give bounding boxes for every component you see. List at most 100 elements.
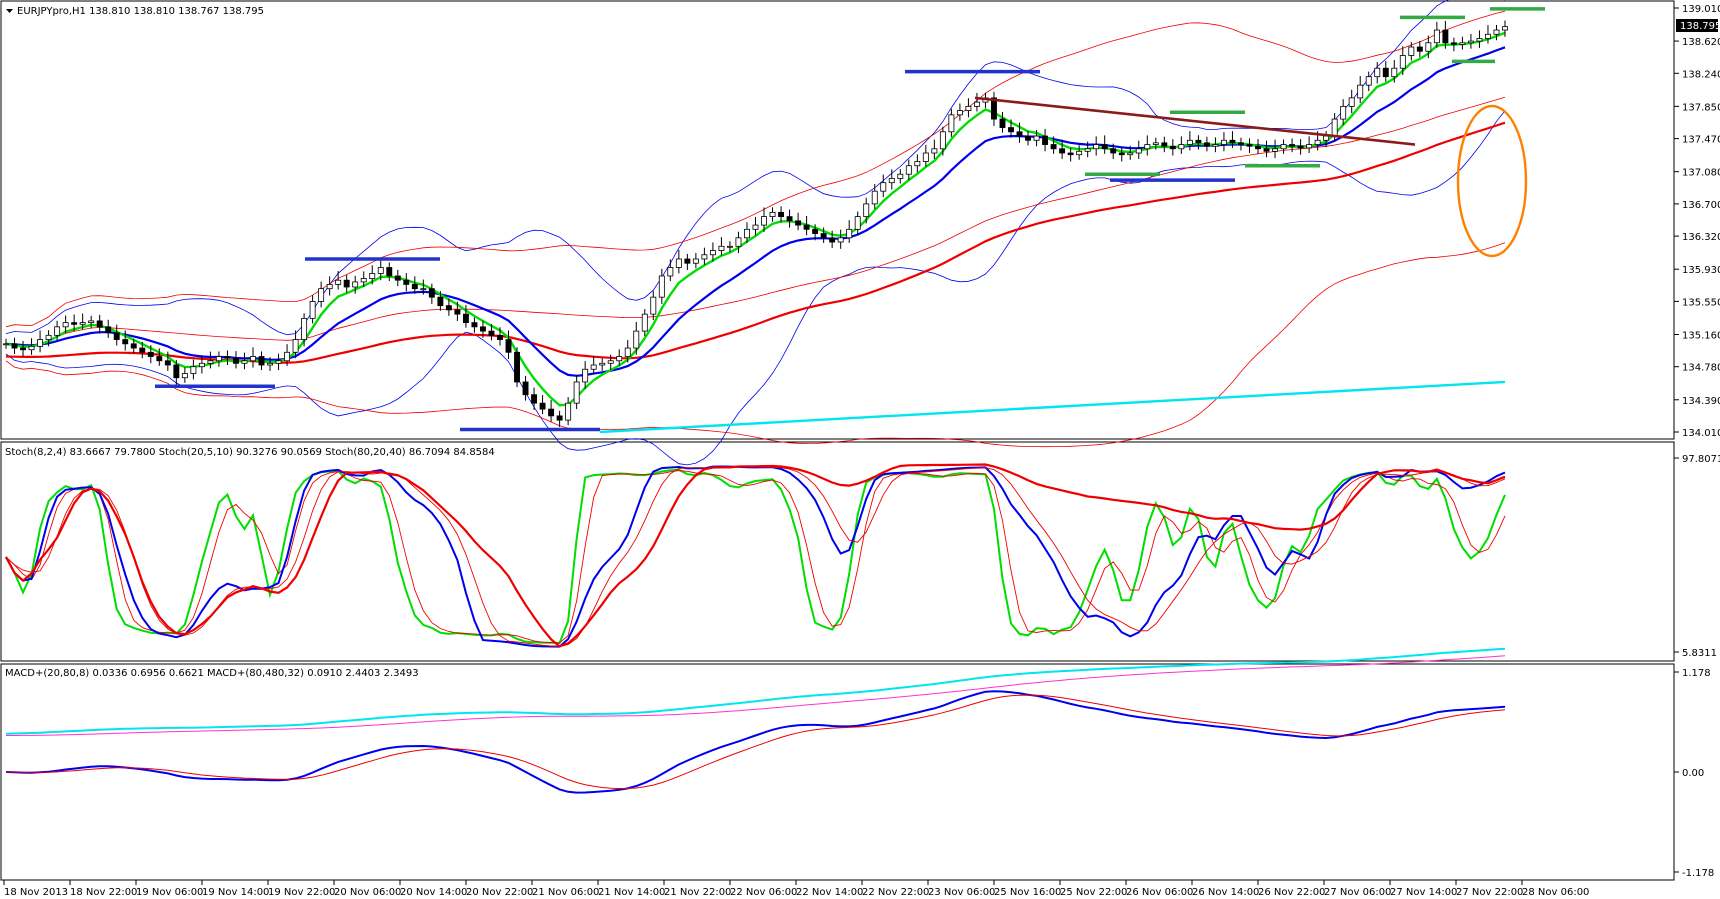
candle-body <box>394 275 401 281</box>
candle-body <box>198 362 205 368</box>
candle-body <box>1144 144 1151 150</box>
macd-tick-label: 0.00 <box>1682 768 1704 779</box>
candle-body <box>88 320 95 324</box>
candle-body <box>309 301 316 319</box>
candle-body <box>471 322 478 328</box>
candle-body <box>71 322 78 325</box>
candle-body <box>514 351 520 383</box>
time-tick-label: 25 Nov 16:00 <box>994 887 1061 898</box>
macd-slow-signal-line <box>6 655 1506 736</box>
candle-body <box>258 356 265 366</box>
candle-body <box>1331 118 1338 137</box>
price-tick-label: 138.240 <box>1682 69 1720 80</box>
price-tick-label: 138.620 <box>1682 37 1720 48</box>
candle-body <box>173 364 180 379</box>
macd-layer <box>5 647 1506 794</box>
candle-body <box>1246 144 1253 147</box>
candle-body <box>522 381 529 396</box>
candle-body <box>318 288 325 302</box>
candle-body <box>462 313 469 324</box>
candle-body <box>897 173 904 179</box>
candle-body <box>37 339 44 347</box>
candle-body <box>292 339 299 353</box>
time-tick-label: 21 Nov 22:00 <box>664 887 731 898</box>
candle-body <box>284 351 291 362</box>
candle-body <box>914 161 921 167</box>
stoch-tick-label: 97.8071 <box>1682 454 1720 465</box>
candle-body <box>1101 144 1108 150</box>
candle-body <box>1442 29 1449 44</box>
collapse-arrow-icon[interactable] <box>6 9 13 13</box>
candle-body <box>931 148 938 154</box>
price-title: EURJPYpro,H1 138.810 138.810 138.767 138… <box>17 6 264 17</box>
candle-body <box>590 364 597 370</box>
time-tick-label: 19 Nov 06:00 <box>136 887 203 898</box>
orange-ellipse <box>1456 104 1528 258</box>
time-tick-label: 22 Nov 14:00 <box>796 887 863 898</box>
time-tick-label: 19 Nov 22:00 <box>268 887 335 898</box>
price-tick-label: 137.080 <box>1682 168 1720 179</box>
candle-body <box>999 118 1006 128</box>
price-tick-label: 136.700 <box>1682 200 1720 211</box>
candle-body <box>79 322 86 325</box>
macd-panel-frame <box>0 663 1675 881</box>
candle-body <box>1450 42 1457 45</box>
candle-body <box>445 305 452 311</box>
envelope-lower-line <box>5 242 1506 448</box>
candle-body <box>1186 139 1193 145</box>
candle-body <box>1459 42 1466 45</box>
candle-body <box>505 339 512 353</box>
candle-body <box>607 360 614 364</box>
candle-body <box>965 105 972 112</box>
time-tick-label: 18 Nov 2013 <box>4 887 68 898</box>
candle-body <box>599 362 606 366</box>
candle-body <box>11 343 18 349</box>
candle-body <box>1152 142 1159 145</box>
time-tick-label: 23 Nov 06:00 <box>928 887 995 898</box>
candle-body <box>1127 152 1134 156</box>
candle-body <box>1059 148 1066 154</box>
candle-body <box>778 211 785 218</box>
time-tick-label: 22 Nov 06:00 <box>730 887 797 898</box>
candle-body <box>582 368 589 383</box>
time-tick-label: 19 Nov 14:00 <box>202 887 269 898</box>
candle-body <box>1118 152 1125 156</box>
candle-body <box>684 258 691 264</box>
candle-body <box>905 165 912 175</box>
time-tick-label: 27 Nov 06:00 <box>1324 887 1391 898</box>
candle-body <box>1374 67 1381 78</box>
candle-body <box>633 330 640 349</box>
candle-body <box>1416 46 1423 52</box>
time-tick-label: 26 Nov 06:00 <box>1126 887 1193 898</box>
candle-body <box>973 101 980 107</box>
dark-red-trendline <box>974 96 1416 146</box>
candle-body <box>1502 26 1508 31</box>
candle-body <box>803 224 810 230</box>
candle-body <box>854 216 861 230</box>
axes-layer: 139.010 138.620 138.240 137.850 137.470 137.0… <box>3 4 1720 898</box>
candle-body <box>335 279 342 285</box>
candle-body <box>658 275 665 298</box>
candle-body <box>301 317 308 340</box>
candle-body <box>948 114 955 133</box>
candle-body <box>28 345 35 351</box>
candle-body <box>105 326 112 334</box>
candle-body <box>1289 144 1296 147</box>
candle-body <box>1382 67 1389 78</box>
candle-body <box>1084 148 1091 152</box>
last-price-label: 138.795 <box>1680 21 1720 32</box>
candle-body <box>241 360 248 364</box>
candle-body <box>207 360 214 364</box>
candle-body <box>1178 144 1185 150</box>
price-tick-label: 135.930 <box>1682 265 1720 276</box>
candle-body <box>1467 40 1474 44</box>
candle-body <box>1016 131 1023 137</box>
candle-body <box>1195 139 1202 144</box>
time-tick-label: 26 Nov 14:00 <box>1192 887 1259 898</box>
candle-body <box>880 182 887 192</box>
time-tick-label: 25 Nov 22:00 <box>1060 887 1127 898</box>
macd-fast-signal-line <box>5 694 1506 789</box>
candle-body <box>735 237 742 247</box>
price-layer <box>3 0 1545 466</box>
